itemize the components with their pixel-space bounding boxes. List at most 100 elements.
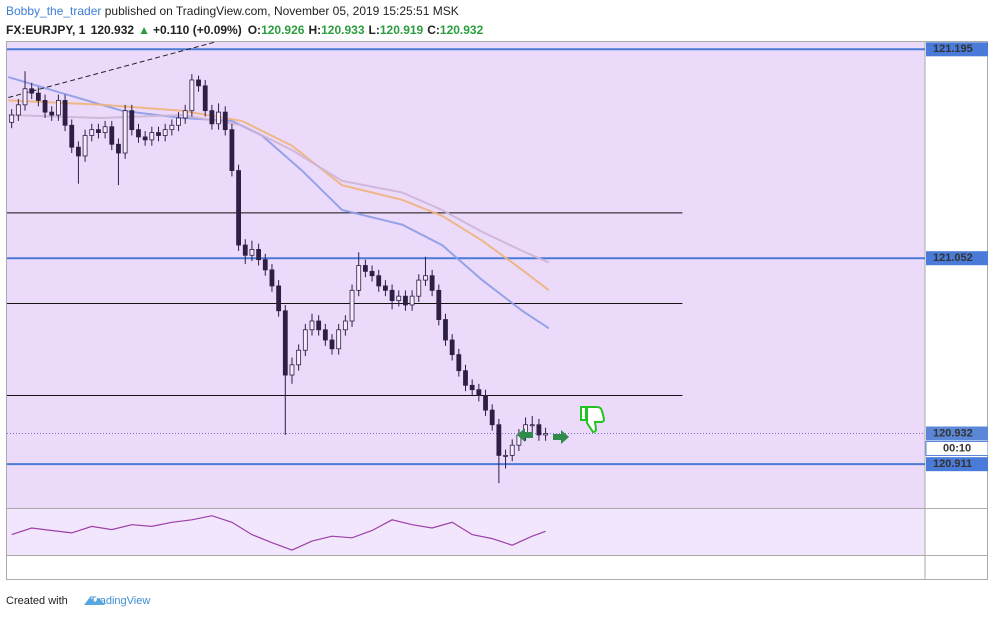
candle-body [236,170,241,246]
o-label: O: [248,23,261,37]
candle-body [336,329,342,350]
candle-body [389,289,395,301]
candle-body [136,129,141,138]
candle-body [196,79,201,87]
published: published on TradingView.com, November 0… [101,4,458,18]
candle-body [529,424,535,427]
brand-logo [84,597,105,605]
candle-body [369,270,375,277]
candle-body [216,111,221,125]
moving-average [8,76,550,330]
candle-body [176,117,181,126]
header-line-2: FX:EURJPY, 1 120.932 ▲ +0.110 (+0.09%) O:120… [6,23,484,37]
candle-body [82,135,88,157]
candle-body [276,285,282,312]
candle-body [349,289,355,322]
candle-body [109,126,115,145]
candle-body [503,455,508,457]
candle-body [162,129,168,136]
candle-body [436,289,442,320]
up-arrow: ▲ [138,23,150,37]
candle-body [483,395,488,411]
trendline [8,41,216,98]
candle-body [229,129,235,171]
header-line-1: Bobby_the_trader published on TradingVie… [6,4,459,18]
change: +0.110 (+0.09%) [153,23,242,37]
candle-body [49,111,55,116]
h-value: 120.933 [321,23,365,37]
candle-body [62,100,68,126]
candle-body [35,92,41,101]
candle-body [409,295,415,306]
marks [7,41,925,551]
candle-body [262,259,268,271]
author: Bobby_the_trader [6,4,101,18]
candle-body [55,100,61,116]
footer: Created with TradingView [6,595,150,607]
candle-body [403,295,408,306]
candle-body [509,444,515,456]
l-label: L: [369,23,380,37]
candle-body [42,100,48,113]
moving-average [8,113,550,264]
candle-body [222,111,228,131]
candle-body [256,249,262,261]
level-label-box [926,42,988,57]
candle-body [189,79,195,112]
candle-body [416,279,422,297]
candle-body [309,320,315,331]
level-label-box [926,251,988,266]
candle-body [316,320,322,331]
candle-body [202,85,208,112]
candle-body [29,88,35,94]
candle-body [129,110,135,131]
price-pane [7,42,925,508]
candle-body [9,114,15,123]
candle-body [116,143,121,154]
c-label: C: [427,23,440,37]
candle-body [242,244,248,256]
candle-body [362,265,368,272]
created-with: Created with [6,595,68,607]
current-price-box [926,426,988,441]
candle-body [356,265,362,291]
candle-body [142,136,148,141]
candle-body [169,124,175,131]
candle-body [429,275,435,291]
candle-body [69,124,75,148]
level-label: 120.911 [933,458,972,470]
candle-body [22,88,28,106]
arrow-left-icon [553,430,569,444]
candle-body [449,339,455,356]
candle-body [329,339,335,350]
candle-body [122,110,128,154]
countdown-box [925,440,988,456]
level-label-box [926,457,988,472]
candle-body [156,132,161,136]
last-price: 120.932 [91,23,135,37]
candle-body [102,126,108,133]
candle-body [342,320,348,331]
candle-body [149,132,155,141]
candle-body [443,319,448,341]
candle-body [302,329,308,351]
symbol: FX:EURJPY, 1 [6,23,86,37]
candle-body [249,249,255,256]
candle-body [282,310,288,376]
candle-body [76,146,81,157]
candle-body [456,354,462,372]
candle-body [423,275,428,281]
candle-body [496,424,502,456]
moving-average [8,99,550,292]
candle-body [269,269,275,287]
candle-body [182,110,188,119]
candle-body [322,329,328,341]
candle-body [96,129,101,133]
h-label: H: [308,23,321,37]
candle-body [543,433,548,436]
candle-body [463,370,468,386]
o-value: 120.926 [261,23,305,37]
candle-body [376,275,382,287]
candle-body [296,349,302,366]
candle-body [489,409,495,426]
